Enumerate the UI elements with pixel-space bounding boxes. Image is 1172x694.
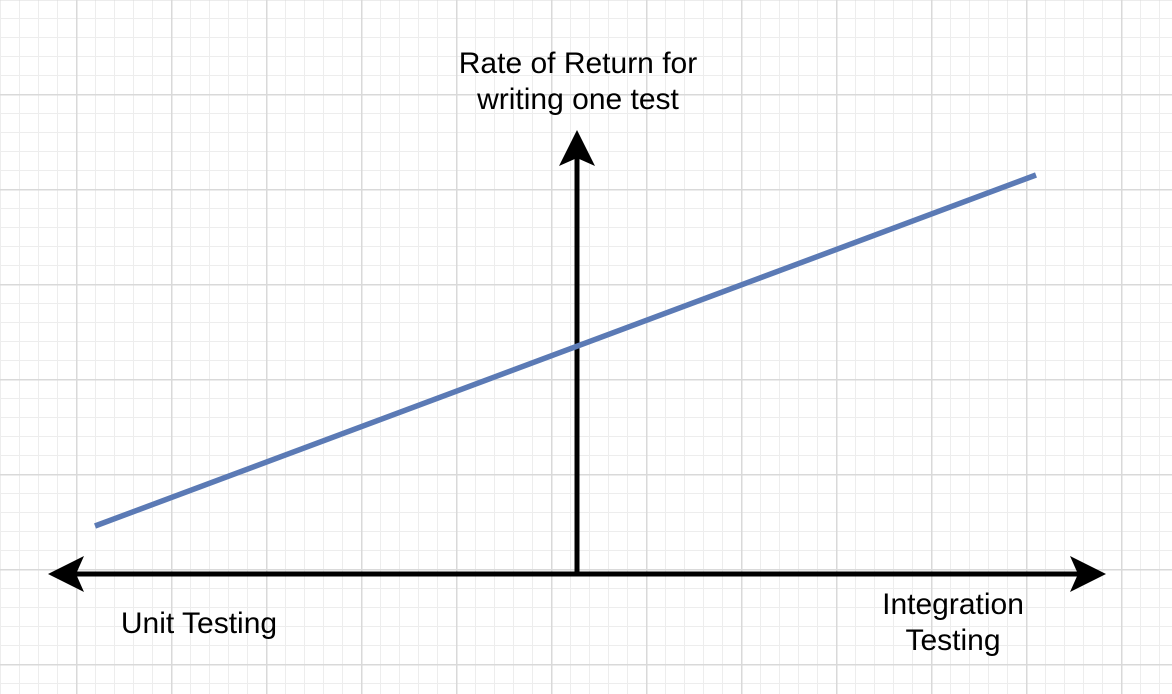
y-axis-up-arrowhead — [559, 130, 595, 166]
x-axis-right-label-line2: Testing — [905, 624, 1001, 657]
x-axis-left-label: Unit Testing — [104, 606, 294, 642]
x-axis-right-label: Integration Testing — [858, 587, 1048, 659]
x-axis-right-label-line1: Integration — [882, 588, 1024, 621]
y-axis-label: Rate of Return for writing one test — [418, 46, 738, 118]
y-axis-label-line1: Rate of Return for — [458, 47, 698, 80]
x-axis-right-arrowhead — [1070, 556, 1106, 592]
y-axis-label-line2: writing one test — [477, 83, 679, 116]
x-axis-left-label-text: Unit Testing — [120, 607, 278, 640]
x-axis-left-arrowhead — [48, 556, 84, 592]
trend-line — [94, 172, 1037, 529]
